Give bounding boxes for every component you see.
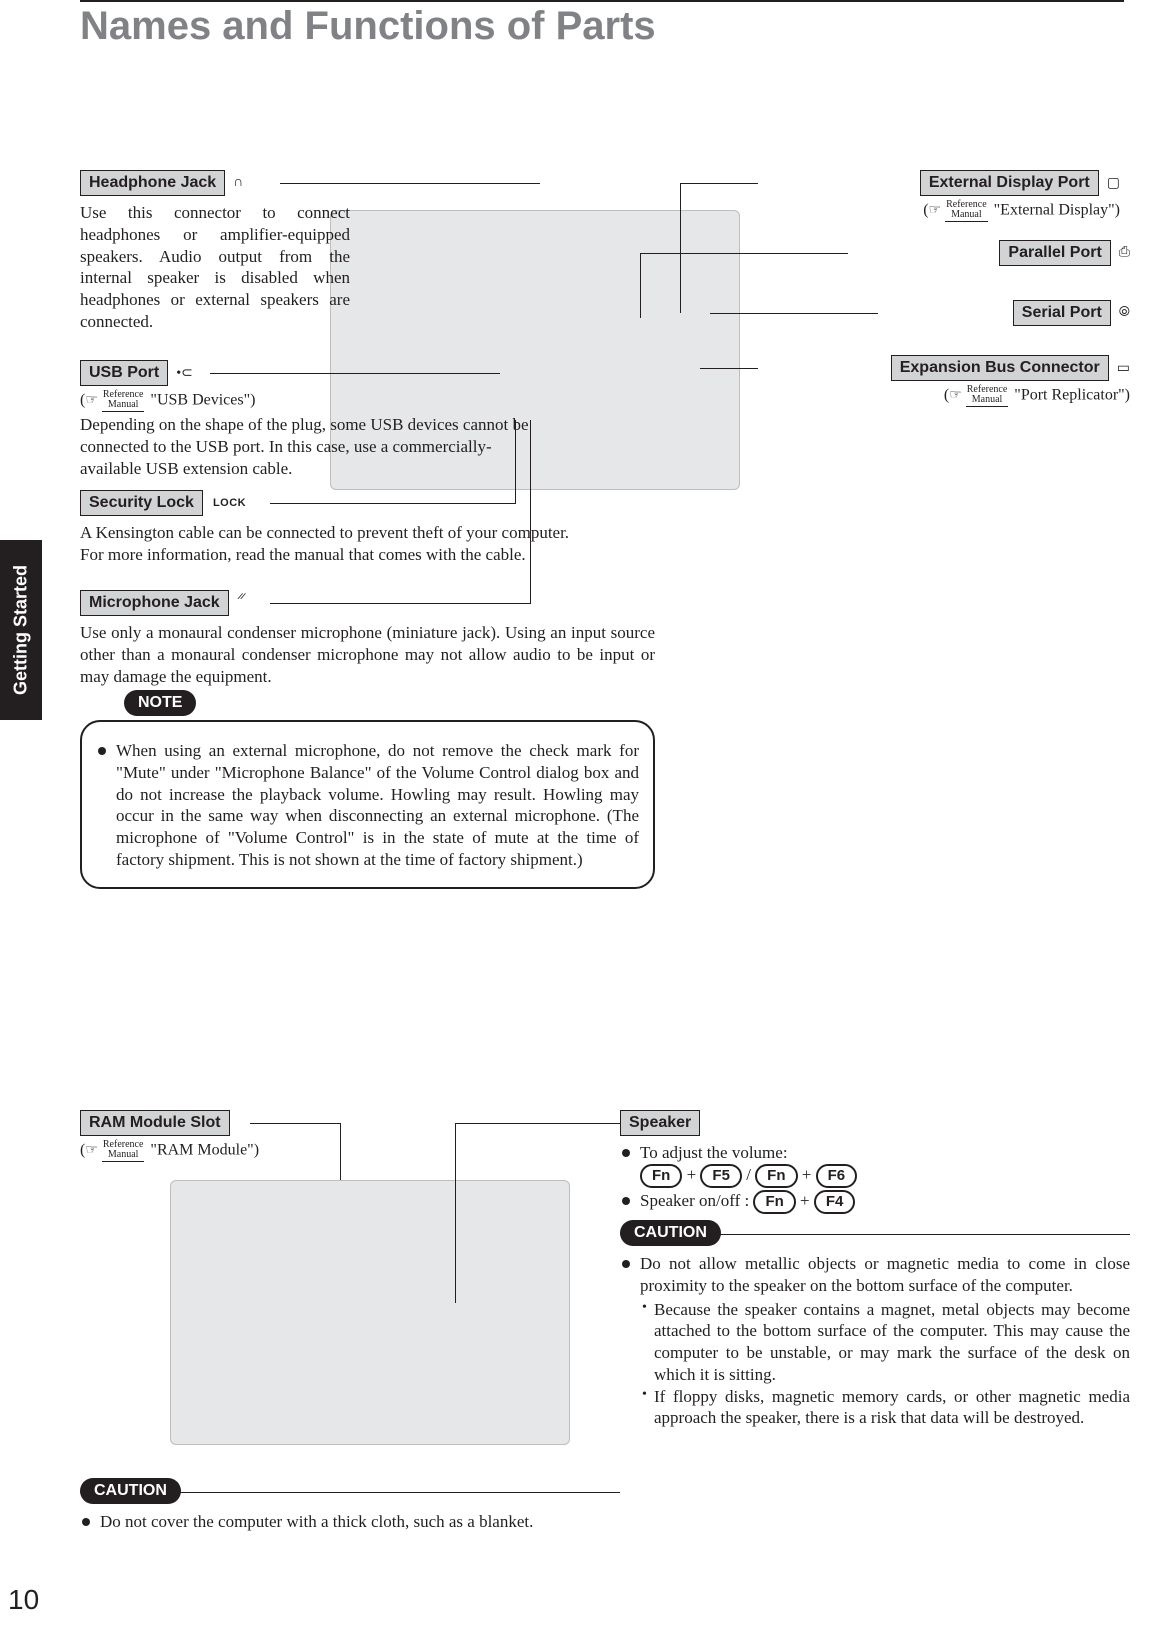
ram-ref: (☞ReferenceManual "RAM Module") <box>80 1140 380 1162</box>
bottom-diagram <box>170 1180 570 1445</box>
usb-icon: •⊂ <box>176 366 193 381</box>
expansion-block: Expansion Bus Connector ▭ (☞ReferenceMan… <box>760 355 1130 407</box>
serial-label: Serial Port <box>1013 300 1111 326</box>
usb-block: USB Port •⊂ (☞ReferenceManual "USB Devic… <box>80 360 550 479</box>
speaker-onoff-item: Speaker on/off : Fn + F4 <box>620 1190 1120 1214</box>
page: Names and Functions of Parts Getting Sta… <box>0 0 1164 1630</box>
ext-display-ref: (☞ReferenceManual "External Display") <box>760 200 1120 222</box>
headphone-text: Use this connector to connect headphones… <box>80 202 350 333</box>
reference-manual-badge: ReferenceManual <box>102 1140 145 1162</box>
ram-block: RAM Module Slot (☞ReferenceManual "RAM M… <box>80 1110 380 1162</box>
note-pill: NOTE <box>124 690 196 716</box>
ram-label: RAM Module Slot <box>80 1110 230 1136</box>
usb-label: USB Port <box>80 360 168 386</box>
ext-display-label: External Display Port <box>920 170 1099 196</box>
parallel-block: Parallel Port ⎙ <box>850 240 1130 266</box>
headphone-label: Headphone Jack <box>80 170 225 196</box>
pointer-icon: ☞ <box>85 392 98 410</box>
speaker-adjust-item: To adjust the volume: Fn + F5 / Fn + F6 <box>620 1142 1120 1188</box>
reference-manual-badge: ReferenceManual <box>945 200 988 222</box>
caution-left-block: CAUTION Do not cover the computer with a… <box>80 1478 620 1535</box>
expansion-icon: ▭ <box>1117 361 1130 376</box>
usb-ref: (☞ReferenceManual "USB Devices") <box>80 390 550 412</box>
page-title: Names and Functions of Parts <box>80 4 1124 49</box>
caution-right-sub1: Because the speaker contains a magnet, m… <box>640 1299 1130 1386</box>
serial-block: Serial Port ⦾ <box>880 300 1130 326</box>
f5-key: F5 <box>700 1164 742 1188</box>
fn-key: Fn <box>753 1190 795 1214</box>
expansion-label: Expansion Bus Connector <box>891 355 1109 381</box>
ext-display-block: External Display Port ▢ (☞ReferenceManua… <box>760 170 1120 222</box>
serial-icon: ⦾ <box>1119 305 1130 320</box>
fn-key: Fn <box>640 1164 682 1188</box>
pointer-icon: ☞ <box>85 1142 98 1160</box>
caution-right-sub2: If floppy disks, magnetic memory cards, … <box>640 1386 1130 1430</box>
pointer-icon: ☞ <box>929 202 942 220</box>
microphone-block: Microphone Jack 𝄓 Use only a monaural co… <box>80 590 655 687</box>
fn-key: Fn <box>755 1164 797 1188</box>
page-number: 10 <box>8 1584 39 1616</box>
security-text2: For more information, read the manual th… <box>80 544 640 566</box>
note-item: When using an external microphone, do no… <box>96 740 639 871</box>
speaker-label: Speaker <box>620 1110 700 1136</box>
parallel-label: Parallel Port <box>999 240 1110 266</box>
caution-right-item: Do not allow metallic objects or magneti… <box>620 1253 1130 1429</box>
printer-icon: ⎙ <box>1119 245 1130 260</box>
note-box: NOTE When using an external microphone, … <box>80 720 655 889</box>
security-block: Security Lock LOCK A Kensington cable ca… <box>80 490 640 566</box>
f6-key: F6 <box>816 1164 858 1188</box>
speaker-block: Speaker To adjust the volume: Fn + F5 / … <box>620 1110 1120 1216</box>
top-rule <box>80 0 1124 2</box>
security-text1: A Kensington cable can be connected to p… <box>80 522 640 544</box>
microphone-label: Microphone Jack <box>80 590 229 616</box>
headphone-icon: ∩ <box>233 175 243 190</box>
usb-text: Depending on the shape of the plug, some… <box>80 414 550 479</box>
reference-manual-badge: ReferenceManual <box>102 390 145 412</box>
caution-right-block: CAUTION Do not allow metallic objects or… <box>620 1220 1130 1431</box>
caution-left-item: Do not cover the computer with a thick c… <box>80 1511 620 1533</box>
expansion-ref: (☞ReferenceManual "Port Replicator") <box>760 385 1130 407</box>
security-label: Security Lock <box>80 490 203 516</box>
display-icon: ▢ <box>1107 176 1120 191</box>
microphone-icon: 𝄓 <box>237 595 247 610</box>
caution-pill: CAUTION <box>620 1220 721 1246</box>
caution-pill: CAUTION <box>80 1478 181 1504</box>
side-tab-getting-started: Getting Started <box>0 540 42 720</box>
lock-text: LOCK <box>213 497 246 509</box>
reference-manual-badge: ReferenceManual <box>966 385 1009 407</box>
microphone-text: Use only a monaural condenser microphone… <box>80 622 655 687</box>
f4-key: F4 <box>814 1190 856 1214</box>
headphone-block: Headphone Jack ∩ Use this connector to c… <box>80 170 350 333</box>
pointer-icon: ☞ <box>949 387 962 405</box>
